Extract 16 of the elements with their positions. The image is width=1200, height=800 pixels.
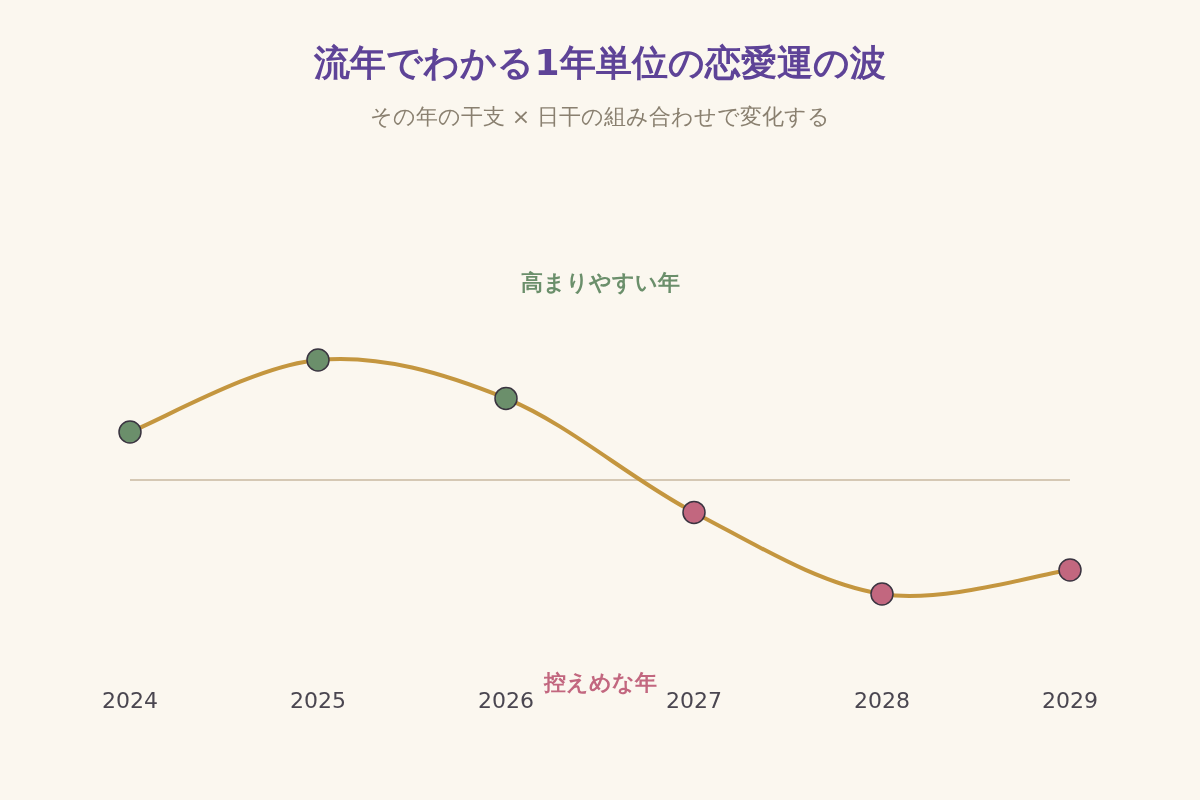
point bbox=[494, 386, 518, 411]
x-tick-label: 2026 bbox=[478, 688, 534, 713]
x-tick-label: 2028 bbox=[854, 688, 910, 713]
point bbox=[118, 420, 142, 444]
point bbox=[1058, 558, 1082, 582]
point bbox=[870, 582, 894, 606]
text: 控えめな年 bbox=[542, 670, 657, 695]
chart-subtitle: その年の干支 × 日干の組み合わせで変化する bbox=[369, 104, 831, 129]
point bbox=[682, 500, 706, 525]
text: 高まりやすい年 bbox=[520, 270, 680, 295]
x-tick-label: 2024 bbox=[102, 688, 158, 713]
chart-title: 流年でわかる1年単位の恋愛運の波 bbox=[313, 42, 886, 83]
x-tick-label: 2029 bbox=[1042, 688, 1098, 713]
x-tick-label: 2025 bbox=[290, 688, 346, 713]
x-tick-label: 2027 bbox=[666, 688, 722, 713]
point bbox=[306, 348, 330, 372]
